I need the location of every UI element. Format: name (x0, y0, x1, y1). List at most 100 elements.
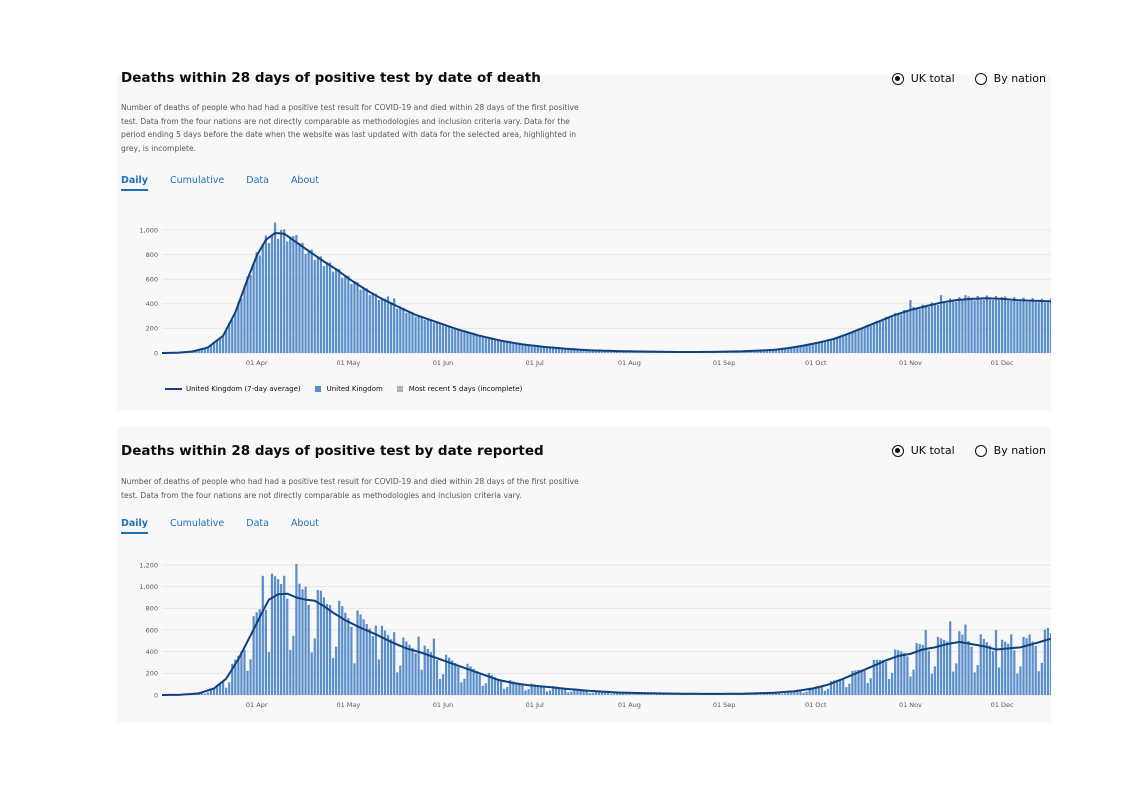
daily-bar (237, 655, 240, 695)
daily-bar (878, 659, 882, 695)
daily-bar (1010, 634, 1013, 695)
daily-bar (438, 322, 442, 353)
daily-bar (796, 690, 799, 695)
daily-bar (472, 333, 475, 353)
daily-bar (823, 690, 827, 695)
daily-bar (884, 662, 888, 695)
daily-bar (521, 344, 524, 353)
daily-bar (518, 343, 521, 353)
legend-line-icon (165, 388, 182, 390)
tab-daily[interactable]: Daily (121, 518, 149, 534)
tab-daily[interactable]: Daily (121, 175, 149, 191)
daily-bar (344, 274, 347, 353)
daily-bar (206, 347, 209, 353)
daily-bar (356, 282, 359, 353)
daily-bar (878, 321, 882, 353)
daily-bar (558, 687, 561, 695)
daily-bar (350, 626, 353, 695)
daily-bar (982, 299, 985, 353)
daily-bar (808, 344, 811, 353)
daily-bar (451, 328, 454, 353)
daily-bar (390, 639, 393, 695)
daily-bar (298, 583, 301, 695)
daily-bar (774, 349, 778, 353)
daily-bar (506, 687, 509, 695)
daily-bar (423, 645, 426, 695)
daily-bar (576, 689, 579, 695)
daily-bar (845, 335, 848, 353)
daily-bar (976, 665, 979, 695)
tab-about[interactable]: About (290, 175, 320, 186)
tab-data[interactable]: Data (246, 518, 269, 529)
daily-bar (335, 646, 338, 695)
daily-bar (228, 322, 231, 353)
daily-bar (255, 252, 258, 353)
daily-bar (402, 637, 405, 695)
daily-bar (521, 684, 524, 695)
daily-bar (209, 344, 212, 353)
y-tick-label: 200 (146, 670, 158, 678)
daily-bar (619, 692, 622, 695)
radio-by-nation[interactable]: By nation (974, 72, 1046, 85)
daily-bar (475, 671, 478, 695)
radio-by-nation[interactable]: By nation (974, 444, 1046, 457)
daily-bar (781, 693, 784, 695)
radio-label: By nation (993, 444, 1046, 457)
daily-bar (1004, 641, 1007, 695)
daily-bar (503, 688, 506, 695)
daily-bar (985, 642, 988, 695)
radio-uk-total[interactable]: UK total (891, 444, 955, 457)
daily-bar (991, 299, 995, 353)
daily-bar (933, 666, 937, 695)
daily-bar (200, 692, 203, 695)
y-tick-label: 200 (146, 325, 158, 333)
daily-bar (301, 242, 304, 353)
daily-bar (487, 338, 491, 353)
y-tick-label: 600 (146, 626, 158, 634)
daily-bar (444, 324, 448, 353)
tab-cumulative[interactable]: Cumulative (170, 175, 225, 186)
tab-cumulative[interactable]: Cumulative (170, 518, 225, 529)
daily-bar (939, 295, 943, 353)
daily-bar (490, 338, 494, 353)
daily-bar (793, 690, 796, 695)
daily-bar (753, 350, 756, 353)
daily-bar (338, 268, 341, 353)
area-toggle: UK total By nation (891, 444, 1046, 457)
daily-bar (335, 268, 338, 353)
daily-bar (218, 683, 222, 695)
daily-bar (310, 652, 313, 695)
daily-bar (396, 308, 399, 353)
daily-bar (591, 692, 594, 695)
daily-bar (231, 663, 234, 695)
daily-bar (542, 347, 545, 353)
y-tick-label: 800 (146, 251, 158, 259)
daily-bar (579, 349, 582, 353)
daily-bar (591, 350, 594, 353)
daily-bar (292, 635, 295, 695)
daily-bar (539, 346, 542, 353)
chart-description: Number of deaths of people who had had a… (121, 477, 579, 500)
daily-bar (267, 243, 271, 353)
daily-bar (600, 691, 604, 695)
daily-bar (441, 674, 445, 695)
daily-bar (240, 651, 243, 695)
daily-bar (402, 307, 405, 353)
daily-bar (973, 672, 976, 695)
area-toggle: UK total By nation (891, 72, 1046, 85)
daily-bar (414, 316, 417, 353)
daily-bar (616, 691, 619, 695)
tab-data[interactable]: Data (246, 175, 269, 186)
daily-bar (1000, 297, 1004, 353)
daily-bar (952, 301, 955, 353)
daily-bar (463, 678, 466, 695)
radio-uk-total[interactable]: UK total (891, 72, 955, 85)
daily-bar (756, 350, 759, 353)
daily-bar (952, 671, 955, 695)
daily-bar (249, 275, 252, 353)
daily-bar (820, 686, 823, 695)
daily-bar (796, 346, 799, 353)
daily-bar (438, 678, 442, 695)
daily-bar (979, 299, 982, 353)
tab-about[interactable]: About (290, 518, 320, 529)
